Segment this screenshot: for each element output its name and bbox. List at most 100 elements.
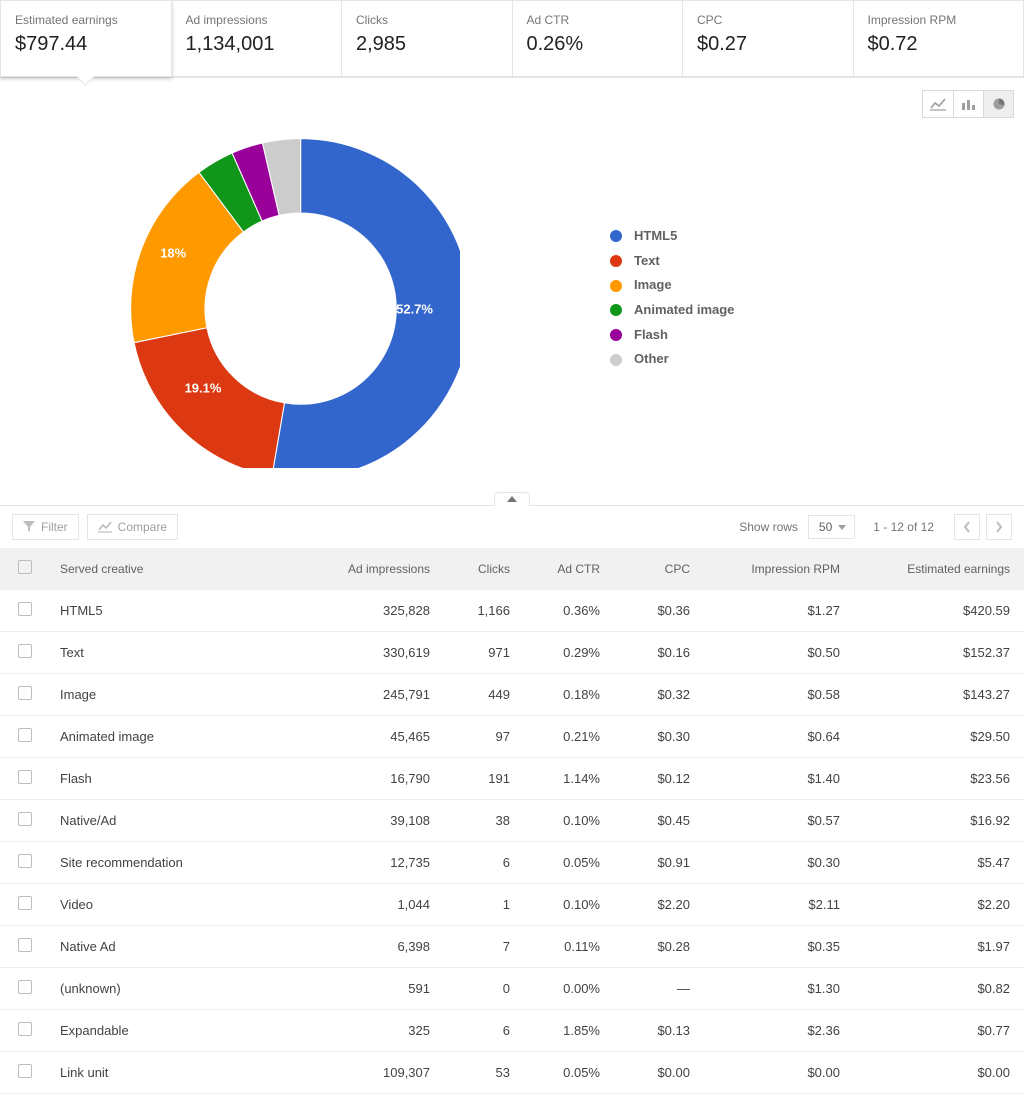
table-cell: 6 <box>444 1010 524 1052</box>
scorecard-value: 0.26% <box>527 33 669 56</box>
scorecard-0[interactable]: Estimated earnings$797.44 <box>0 0 172 77</box>
legend-item[interactable]: Animated image <box>610 298 734 323</box>
collapse-handle <box>0 488 1024 506</box>
scorecard-3[interactable]: Ad CTR0.26% <box>513 0 684 77</box>
row-checkbox[interactable] <box>18 896 32 910</box>
row-checkbox[interactable] <box>18 644 32 658</box>
scorecard-value: 2,985 <box>356 33 498 56</box>
pagination-range: 1 - 12 of 12 <box>873 520 934 534</box>
table-cell: $0.30 <box>614 716 704 758</box>
table-row[interactable]: Site recommendation12,73560.05%$0.91$0.3… <box>0 842 1024 884</box>
table-row[interactable]: Text330,6199710.29%$0.16$0.50$152.37 <box>0 632 1024 674</box>
table-cell: 0.00% <box>524 968 614 1010</box>
table-cell: 97 <box>444 716 524 758</box>
view-bar-button[interactable] <box>953 91 983 117</box>
table-cell: 0.05% <box>524 1052 614 1094</box>
next-page-button[interactable] <box>986 514 1012 540</box>
scorecard-1[interactable]: Ad impressions1,134,001 <box>172 0 343 77</box>
scorecard-value: $0.72 <box>868 33 1010 56</box>
legend-swatch <box>610 354 622 366</box>
table-row[interactable]: Animated image45,465970.21%$0.30$0.64$29… <box>0 716 1024 758</box>
scorecard-4[interactable]: CPC$0.27 <box>683 0 854 77</box>
table-row[interactable]: (unknown)59100.00%—$1.30$0.82 <box>0 968 1024 1010</box>
view-pie-button[interactable] <box>983 91 1013 117</box>
row-checkbox[interactable] <box>18 770 32 784</box>
table-cell: $0.30 <box>704 842 854 884</box>
select-all-checkbox[interactable] <box>18 560 32 574</box>
table-cell: 0.05% <box>524 842 614 884</box>
table-cell: 330,619 <box>314 632 444 674</box>
table-cell: 1,166 <box>444 590 524 632</box>
row-checkbox[interactable] <box>18 854 32 868</box>
compare-label: Compare <box>118 520 167 534</box>
scorecard-label: Ad impressions <box>186 13 328 27</box>
scorecard-label: Clicks <box>356 13 498 27</box>
table-cell: 39,108 <box>314 800 444 842</box>
chevron-left-icon <box>963 521 971 533</box>
table-cell: Image <box>46 674 314 716</box>
row-checkbox[interactable] <box>18 686 32 700</box>
legend-item[interactable]: Flash <box>610 323 734 348</box>
table-cell: 0.10% <box>524 800 614 842</box>
col-impression-rpm[interactable]: Impression RPM <box>704 548 854 590</box>
table-cell: $0.00 <box>704 1052 854 1094</box>
col-served-creative[interactable]: Served creative <box>46 548 314 590</box>
table-row[interactable]: Native/Ad39,108380.10%$0.45$0.57$16.92 <box>0 800 1024 842</box>
compare-button[interactable]: Compare <box>87 514 178 540</box>
table-row[interactable]: Flash16,7901911.14%$0.12$1.40$23.56 <box>0 758 1024 800</box>
compare-icon <box>98 521 112 533</box>
legend-item[interactable]: Text <box>610 249 734 274</box>
table-cell: $0.35 <box>704 926 854 968</box>
legend-label: Animated image <box>634 298 734 323</box>
table-cell: 245,791 <box>314 674 444 716</box>
donut-slice[interactable] <box>134 328 284 468</box>
table-cell: $2.36 <box>704 1010 854 1052</box>
table-cell: $0.36 <box>614 590 704 632</box>
data-table: Served creative Ad impressions Clicks Ad… <box>0 548 1024 1094</box>
table-toolbar: Filter Compare Show rows 50 1 - 12 of 12 <box>0 506 1024 548</box>
legend-item[interactable]: Other <box>610 347 734 372</box>
table-row[interactable]: HTML5325,8281,1660.36%$0.36$1.27$420.59 <box>0 590 1024 632</box>
table-cell: Expandable <box>46 1010 314 1052</box>
table-cell: 7 <box>444 926 524 968</box>
table-body: HTML5325,8281,1660.36%$0.36$1.27$420.59T… <box>0 590 1024 1094</box>
col-estimated-earnings[interactable]: Estimated earnings <box>854 548 1024 590</box>
row-checkbox[interactable] <box>18 728 32 742</box>
table-cell: Video <box>46 884 314 926</box>
prev-page-button[interactable] <box>954 514 980 540</box>
table-row[interactable]: Native Ad6,39870.11%$0.28$0.35$1.97 <box>0 926 1024 968</box>
row-checkbox[interactable] <box>18 812 32 826</box>
collapse-button[interactable] <box>494 492 530 506</box>
scorecard-5[interactable]: Impression RPM$0.72 <box>854 0 1024 77</box>
legend-label: Other <box>634 347 669 372</box>
table-row[interactable]: Link unit109,307530.05%$0.00$0.00$0.00 <box>0 1052 1024 1094</box>
legend-label: Text <box>634 249 660 274</box>
table-cell: 191 <box>444 758 524 800</box>
col-clicks[interactable]: Clicks <box>444 548 524 590</box>
legend-item[interactable]: Image <box>610 273 734 298</box>
row-checkbox[interactable] <box>18 1064 32 1078</box>
table-row[interactable]: Expandable32561.85%$0.13$2.36$0.77 <box>0 1010 1024 1052</box>
view-line-button[interactable] <box>923 91 953 117</box>
table-cell: $2.20 <box>614 884 704 926</box>
scorecard-2[interactable]: Clicks 2,985 <box>342 0 513 77</box>
filter-button[interactable]: Filter <box>12 514 79 540</box>
table-cell: $1.27 <box>704 590 854 632</box>
filter-label: Filter <box>41 520 68 534</box>
table-cell: 53 <box>444 1052 524 1094</box>
table-row[interactable]: Image245,7914490.18%$0.32$0.58$143.27 <box>0 674 1024 716</box>
table-cell: $5.47 <box>854 842 1024 884</box>
table-cell: Link unit <box>46 1052 314 1094</box>
table-row[interactable]: Video1,04410.10%$2.20$2.11$2.20 <box>0 884 1024 926</box>
col-cpc[interactable]: CPC <box>614 548 704 590</box>
table-cell: 16,790 <box>314 758 444 800</box>
row-checkbox[interactable] <box>18 1022 32 1036</box>
row-checkbox[interactable] <box>18 980 32 994</box>
rows-select[interactable]: 50 <box>808 515 855 539</box>
legend-item[interactable]: HTML5 <box>610 224 734 249</box>
table-cell: 0.36% <box>524 590 614 632</box>
row-checkbox[interactable] <box>18 602 32 616</box>
col-ad-impressions[interactable]: Ad impressions <box>314 548 444 590</box>
col-ad-ctr[interactable]: Ad CTR <box>524 548 614 590</box>
row-checkbox[interactable] <box>18 938 32 952</box>
